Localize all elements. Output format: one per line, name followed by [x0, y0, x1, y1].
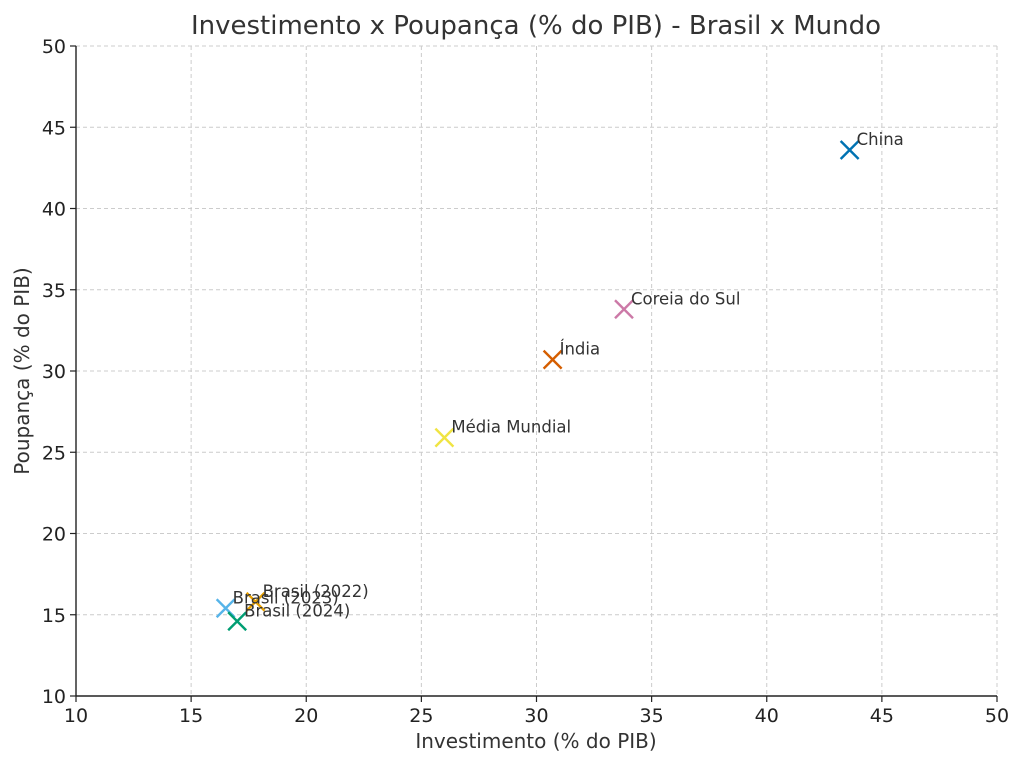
y-axis-label: Poupança (% do PIB)	[10, 267, 34, 474]
y-tick-label: 50	[42, 36, 66, 58]
x-tick-label: 15	[179, 705, 203, 727]
x-tick-label: 25	[409, 705, 433, 727]
point-label: Brasil (2023)	[233, 588, 339, 607]
y-tick-label: 25	[42, 442, 66, 464]
x-tick-label: 35	[640, 705, 664, 727]
point-label: Índia	[560, 340, 601, 359]
x-axis-label: Investimento (% do PIB)	[415, 729, 656, 753]
x-tick-label: 40	[755, 705, 779, 727]
y-tick-label: 10	[42, 686, 66, 708]
data-point	[839, 140, 860, 160]
axes-layer: 10 15 20 25 30 35 40 45 50 10 15 20 25 30 35 40 45 50	[42, 36, 1009, 727]
data-point	[542, 349, 563, 370]
x-marker-stroke	[434, 427, 455, 448]
point-label: Brasil (2024)	[244, 601, 350, 620]
y-tick-label: 40	[42, 199, 66, 221]
x-marker-stroke	[614, 299, 634, 320]
point-label: Coreia do Sul	[631, 289, 740, 308]
x-tick-label: 50	[985, 705, 1009, 727]
points-layer	[215, 140, 860, 632]
x-marker-stroke	[227, 611, 248, 632]
point-label: Média Mundial	[451, 418, 571, 437]
x-tick-label: 30	[524, 705, 548, 727]
y-tick-label: 15	[42, 605, 66, 627]
point-label: Brasil (2022)	[263, 582, 369, 601]
data-point	[227, 611, 248, 632]
data-point	[245, 591, 266, 612]
data-point	[614, 299, 634, 320]
x-tick-label: 10	[64, 705, 88, 727]
x-marker-stroke	[215, 598, 236, 619]
x-tick-label: 45	[870, 705, 894, 727]
y-tick-label: 20	[42, 524, 66, 546]
x-tick-label: 20	[294, 705, 318, 727]
y-tick-label: 45	[42, 117, 66, 139]
point-label: China	[857, 130, 904, 149]
x-marker-stroke	[839, 140, 860, 160]
chart-title: Investimento x Poupança (% do PIB) - Bra…	[191, 11, 881, 41]
data-point	[434, 427, 455, 448]
x-marker-stroke	[245, 591, 266, 612]
x-marker-stroke	[542, 349, 563, 370]
y-tick-label: 35	[42, 280, 66, 302]
point-labels-layer: Brasil (2022)Brasil (2023)Brasil (2024) M…	[233, 130, 904, 620]
y-tick-label: 30	[42, 361, 66, 383]
grid-layer	[75, 45, 998, 697]
